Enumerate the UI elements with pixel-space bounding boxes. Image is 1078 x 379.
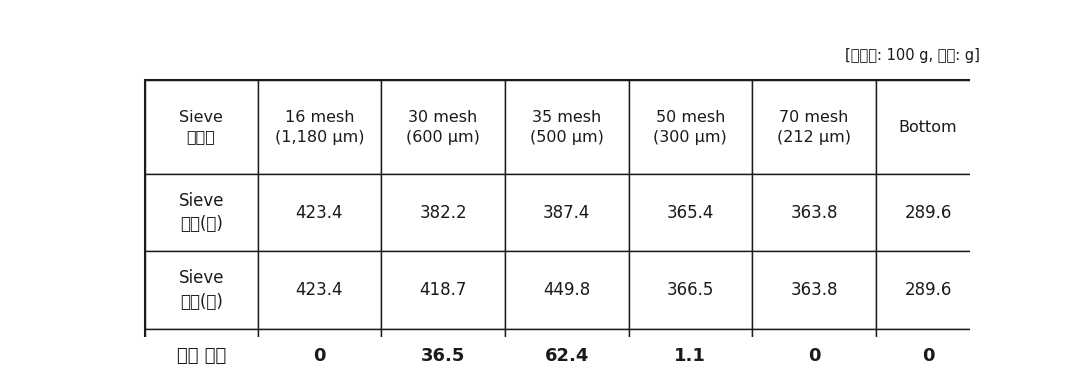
Bar [382, 174, 505, 251]
Bar [628, 174, 752, 251]
Bar [258, 251, 382, 329]
Text: 70 mesh
(212 μm): 70 mesh (212 μm) [777, 110, 851, 145]
Text: 35 mesh
(500 μm): 35 mesh (500 μm) [529, 110, 604, 145]
Text: 62.4: 62.4 [544, 347, 589, 365]
Bar [505, 329, 628, 379]
Text: 30 mesh
(600 μm): 30 mesh (600 μm) [406, 110, 480, 145]
Bar [628, 251, 752, 329]
Bar [382, 329, 505, 379]
Bar [752, 251, 875, 329]
Bar [628, 329, 752, 379]
Bar [752, 80, 875, 174]
Text: Sieve
무게(전): Sieve 무게(전) [179, 192, 224, 233]
Bar [258, 80, 382, 174]
Text: 289.6: 289.6 [904, 281, 952, 299]
Text: 0: 0 [807, 347, 820, 365]
Bar [875, 174, 980, 251]
Text: 50 mesh
(300 μm): 50 mesh (300 μm) [653, 110, 728, 145]
Bar [382, 80, 505, 174]
Bar [875, 251, 980, 329]
Bar [258, 174, 382, 251]
Text: 36.5: 36.5 [420, 347, 466, 365]
Text: 제품 무게: 제품 무게 [177, 347, 225, 365]
Bar [382, 251, 505, 329]
Text: 387.4: 387.4 [543, 204, 591, 222]
Text: 289.6: 289.6 [904, 204, 952, 222]
Text: 365.4: 365.4 [666, 204, 714, 222]
Text: 423.4: 423.4 [295, 281, 343, 299]
Bar [875, 80, 980, 174]
Bar [505, 80, 628, 174]
Bar [258, 329, 382, 379]
Text: [샘플양: 100 g, 단위: g]: [샘플양: 100 g, 단위: g] [845, 48, 980, 63]
Bar [144, 174, 258, 251]
Bar [144, 80, 258, 174]
Text: 449.8: 449.8 [543, 281, 591, 299]
Bar [628, 80, 752, 174]
Text: 418.7: 418.7 [419, 281, 467, 299]
Text: 0: 0 [313, 347, 326, 365]
Bar [875, 329, 980, 379]
Bar [752, 329, 875, 379]
Text: 382.2: 382.2 [419, 204, 467, 222]
Text: Bottom: Bottom [899, 120, 957, 135]
Bar [752, 174, 875, 251]
Text: 1.1: 1.1 [675, 347, 706, 365]
Text: Sieve
사이즈: Sieve 사이즈 [179, 110, 223, 145]
Text: 366.5: 366.5 [666, 281, 714, 299]
Text: 16 mesh
(1,180 μm): 16 mesh (1,180 μm) [275, 110, 364, 145]
Text: Sieve
무게(후): Sieve 무게(후) [179, 269, 224, 311]
Text: 0: 0 [922, 347, 935, 365]
Bar [144, 329, 258, 379]
Text: 363.8: 363.8 [790, 204, 838, 222]
Bar [144, 251, 258, 329]
Text: 423.4: 423.4 [295, 204, 343, 222]
Bar [505, 251, 628, 329]
Bar [505, 174, 628, 251]
Text: 363.8: 363.8 [790, 281, 838, 299]
